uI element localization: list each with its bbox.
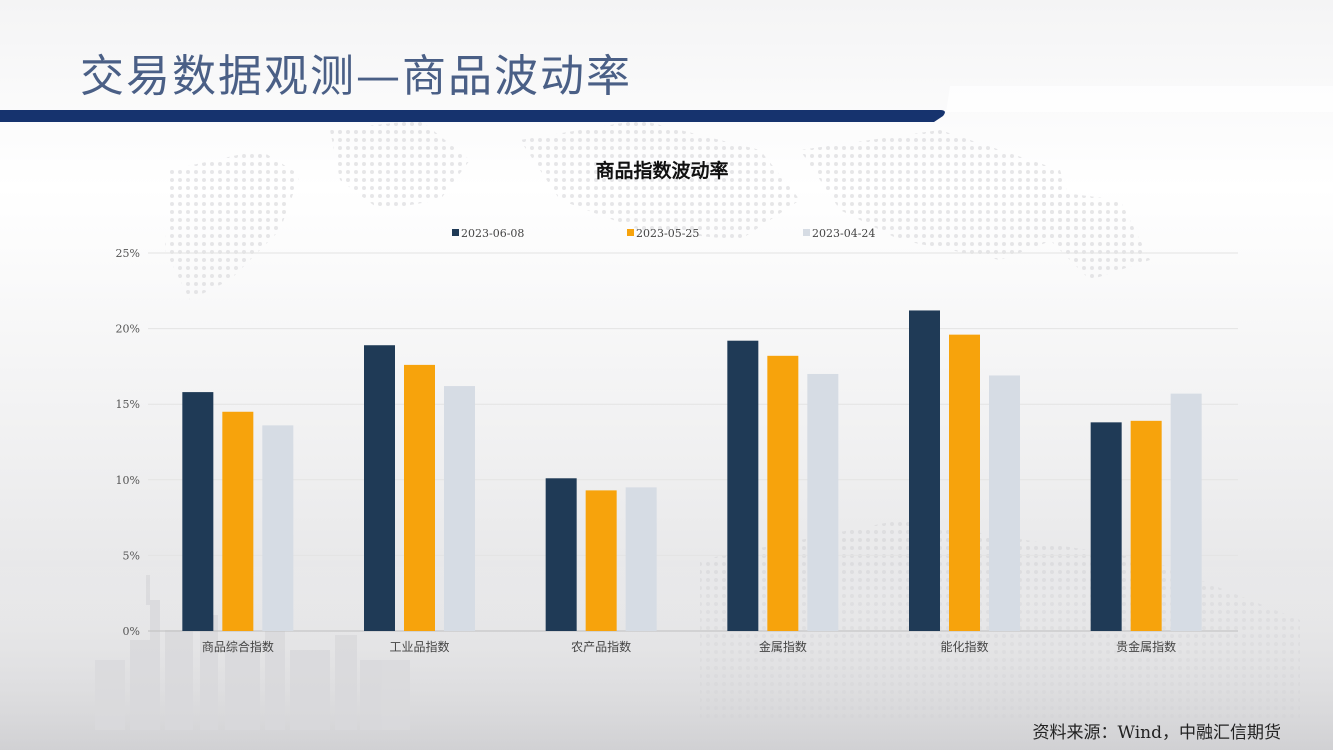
legend-swatch [452,229,459,236]
x-tick-label: 金属指数 [759,639,807,654]
legend-swatch [627,229,634,236]
bar [1130,420,1162,631]
legend-label: 2023-04-24 [812,227,875,240]
bar [364,345,395,631]
bar [444,386,475,631]
legend-swatch [803,229,810,236]
bar [909,310,940,631]
x-tick-label: 能化指数 [940,639,988,654]
x-tick-label: 贵金属指数 [1116,639,1176,654]
slide-title: 交易数据观测—商品波动率 [80,51,632,102]
bar [1170,393,1202,631]
y-tick-label: 5% [123,549,140,562]
legend: 2023-06-08 2023-05-25 2023-04-24 [452,227,875,240]
axes: 0% 5% 10% 15% 20% 25% 商品综合指数 工业品指数 农产品指数 金属指数 能化指数… [116,247,1177,654]
bar [807,373,839,631]
x-tick-label: 工业品指数 [389,639,449,654]
bar [545,478,577,631]
x-tick-label: 农产品指数 [571,639,631,654]
bar [1090,422,1122,631]
bar [727,340,759,631]
chart-title: 商品指数波动率 [595,159,728,182]
y-tick-label: 0% [123,625,140,638]
y-tick-label: 15% [116,398,140,411]
bar [625,487,657,631]
bars [182,310,1202,631]
bar [989,375,1020,631]
bar [949,334,980,631]
bar [767,355,799,631]
y-tick-label: 25% [116,247,140,260]
bar [222,411,254,631]
gridlines [148,252,1238,632]
source-note: 资料来源：Wind，中融汇信期货 [1032,723,1281,743]
legend-label: 2023-05-25 [636,227,699,240]
bar [404,364,435,631]
x-tick-label: 商品综合指数 [202,639,274,654]
bar [182,392,214,631]
y-tick-label: 20% [116,323,140,336]
y-tick-label: 10% [116,474,140,487]
bar [262,425,294,631]
legend-label: 2023-06-08 [461,227,524,240]
bar [585,490,617,631]
